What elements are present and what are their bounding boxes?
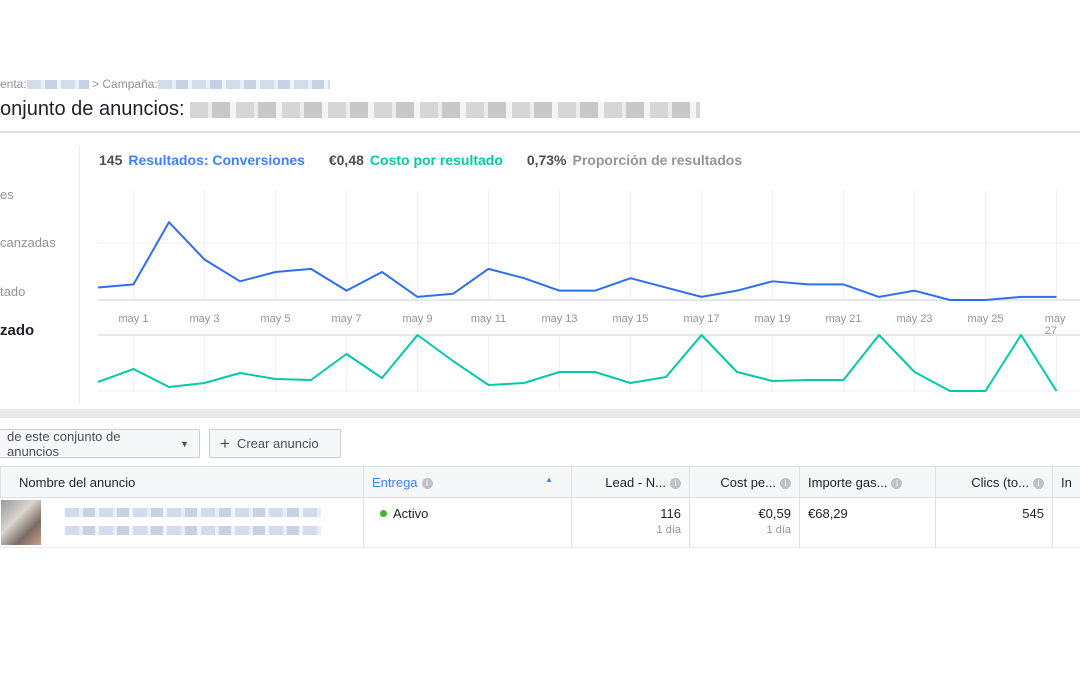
cost-per-result-line (97, 334, 1058, 392)
x-tick-label: may 13 (541, 313, 578, 325)
x-tick-label: may 19 (754, 313, 791, 325)
divider (79, 146, 80, 404)
divider (0, 131, 1080, 133)
info-icon: i (421, 477, 433, 489)
breadcrumb: enta: > Campaña: (0, 77, 330, 91)
status-badge: Activo (393, 506, 429, 521)
x-tick-label: may 5 (260, 313, 291, 325)
col-spend[interactable]: Importe gas... i (799, 466, 936, 498)
redacted-ad-name (64, 508, 321, 517)
metric-cost-label[interactable]: Costo por resultado (369, 152, 503, 168)
x-tick-label: may 25 (967, 313, 1004, 325)
ads-filter-dropdown[interactable]: de este conjunto de anuncios ▼ (0, 428, 200, 459)
x-tick-label: may 23 (896, 313, 933, 325)
x-tick-label: may 9 (402, 313, 433, 325)
info-icon: i (1033, 477, 1044, 489)
ads-table: Nombre del anuncio Entrega i ▲ Lead - N...… (0, 466, 1080, 548)
table-header: Nombre del anuncio Entrega i ▲ Lead - N...… (0, 466, 1080, 498)
metric-results-label[interactable]: Resultados: Conversiones (128, 152, 305, 168)
redacted-campaign (157, 80, 330, 90)
table-row[interactable]: Activo 116 1 día €0,59 1 día €68,29 545 (0, 497, 1080, 548)
x-tick-label: may 3 (189, 313, 220, 325)
metric-results-value: 145 (99, 152, 123, 168)
metric-rate-label[interactable]: Proporción de resultados (572, 152, 743, 168)
sidebar-item-selected[interactable]: zado (0, 322, 35, 339)
col-delivery[interactable]: Entrega i ▲ (363, 466, 572, 498)
x-tick-label: may 1 (118, 313, 149, 325)
create-ad-label: Crear anuncio (236, 436, 319, 451)
caret-down-icon: ▼ (180, 438, 189, 449)
metrics-summary: 145 Resultados: Conversiones €0,48 Costo p… (99, 152, 748, 168)
info-icon: i (780, 477, 791, 489)
info-icon: i (670, 477, 681, 489)
col-more[interactable]: In (1052, 466, 1080, 498)
ad-thumbnail (0, 500, 41, 545)
redacted-adset-name (190, 101, 701, 118)
sidebar-item[interactable]: tado (0, 284, 26, 299)
metric-rate-value: 0,73% (526, 152, 567, 168)
breadcrumb-account[interactable]: enta: (0, 77, 27, 91)
performance-chart (97, 190, 1080, 392)
x-tick-label: may 17 (683, 313, 720, 325)
x-tick-label: may 27 (1044, 313, 1066, 337)
metric-cost-value: €0,48 (328, 152, 364, 168)
clicks-cell: 545 (935, 497, 1053, 548)
ads-filter-label: de este conjunto de anuncios (7, 428, 121, 459)
create-ad-button[interactable]: + Crear anuncio (209, 429, 341, 458)
x-tick-label: may 15 (612, 313, 649, 325)
section-separator (0, 409, 1080, 418)
conversions-line (97, 221, 1057, 301)
sidebar-item[interactable]: canzadas (0, 235, 56, 250)
col-ad-name[interactable]: Nombre del anuncio (0, 466, 364, 498)
spend-cell: €68,29 (799, 497, 936, 548)
col-clicks[interactable]: Clics (to... i (935, 466, 1053, 498)
x-tick-label: may 11 (470, 313, 507, 325)
redacted-ad-name (64, 526, 321, 535)
cost-cell: €0,59 1 día (689, 497, 800, 548)
delivery-cell: Activo (363, 497, 572, 548)
lead-cell: 116 1 día (571, 497, 690, 548)
plus-icon: + (220, 433, 230, 453)
sort-asc-icon: ▲ (545, 474, 553, 484)
ad-name-cell[interactable] (0, 497, 364, 548)
redacted-account (26, 80, 89, 90)
more-cell (1052, 497, 1080, 548)
sidebar-item[interactable]: es (0, 187, 14, 202)
x-tick-label: may 7 (331, 313, 362, 325)
info-icon: i (891, 477, 903, 489)
col-lead[interactable]: Lead - N... i (571, 466, 690, 498)
page-title-text: onjunto de anuncios: (0, 98, 185, 120)
col-cost[interactable]: Cost pe... i (689, 466, 800, 498)
breadcrumb-campaign[interactable]: > Campaña: (92, 77, 158, 91)
status-dot-icon (380, 510, 387, 517)
page-title: onjunto de anuncios: (0, 98, 701, 121)
x-tick-label: may 21 (825, 313, 862, 325)
